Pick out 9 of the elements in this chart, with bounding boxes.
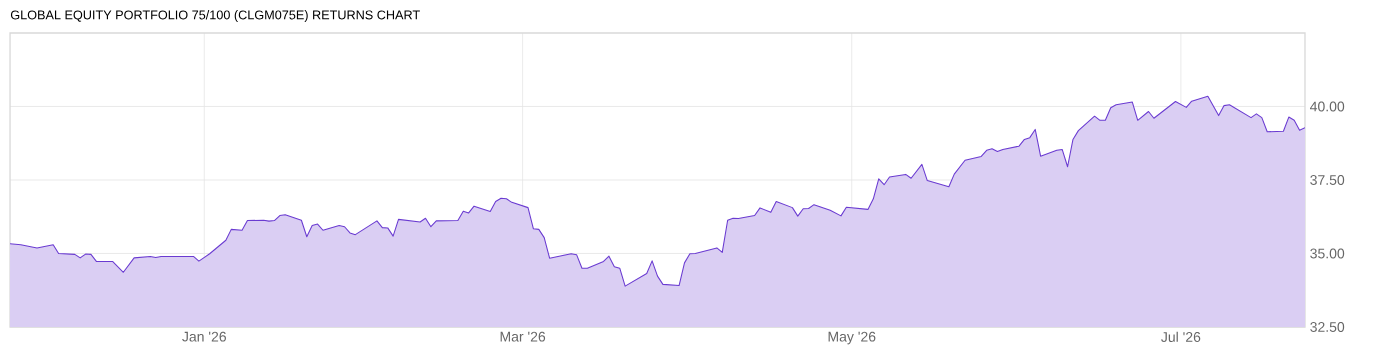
- y-tick-label: 37.50: [1310, 175, 1345, 185]
- x-tick-label: May '26: [828, 331, 876, 345]
- chart-title: GLOBAL EQUITY PORTFOLIO 75/100 (CLGM075E) RETURNS CHART: [10, 10, 420, 22]
- x-tick-label: Mar '26: [500, 331, 546, 342]
- y-tick-label: 32.50: [1310, 322, 1345, 332]
- x-tick-label: Jan '26: [182, 331, 226, 342]
- x-tick-label: Jul '26: [1161, 331, 1201, 342]
- y-tick-label: 35.00: [1310, 248, 1345, 259]
- y-tick-label: 40.00: [1310, 101, 1345, 112]
